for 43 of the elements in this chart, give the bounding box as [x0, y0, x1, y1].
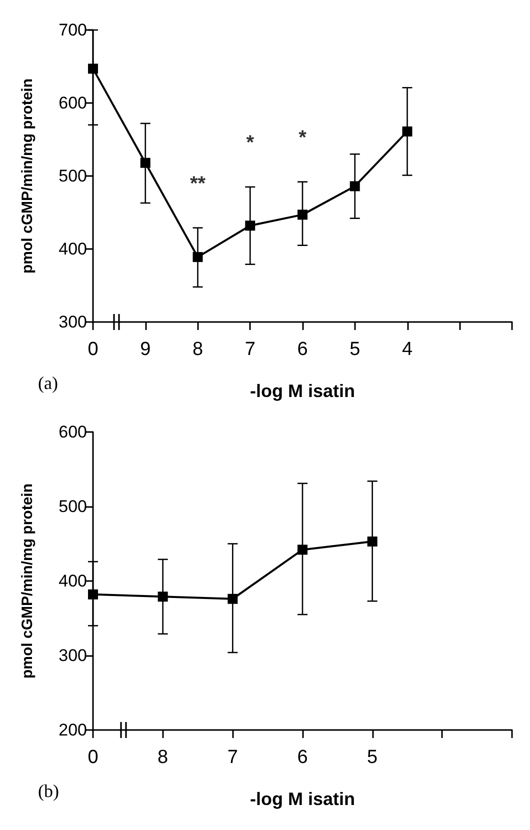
x-tick-label: 4: [402, 339, 413, 360]
x-tick-label: 8: [158, 747, 168, 768]
y-tick-label: 300: [58, 312, 87, 332]
x-tick-label: 8: [192, 339, 204, 360]
y-tick-label: 400: [58, 240, 87, 258]
y-tick-label: 400: [58, 572, 87, 590]
point: [402, 126, 412, 136]
point: [367, 536, 378, 547]
point: [88, 64, 98, 74]
point: [298, 210, 308, 220]
x-tick-label: 0: [88, 747, 98, 768]
annotation: *: [246, 132, 254, 154]
point: [158, 592, 168, 602]
x-tick-label: 5: [350, 339, 360, 360]
y-tick-label: 600: [58, 422, 87, 442]
x-tick-label: 7: [227, 747, 238, 768]
point: [228, 594, 238, 604]
y-axis-title: pmol cGMP/min/mg protein: [19, 78, 36, 274]
x-tick-label: 6: [297, 339, 308, 360]
x-tick-label: 0: [88, 339, 98, 360]
x-tick-label: 5: [367, 747, 378, 768]
point: [192, 252, 203, 262]
text: (b): [38, 781, 59, 801]
annotation: **: [190, 172, 206, 195]
y-tick-label: 500: [58, 166, 87, 186]
x-axis-title: -log M isatin: [250, 381, 355, 401]
y-tick-label: 600: [58, 94, 87, 112]
y-tick-label: 700: [58, 20, 87, 40]
y-tick-label: 300: [58, 646, 87, 665]
point: [245, 220, 256, 231]
text: (a): [38, 373, 58, 393]
y-axis-title: pmol cGMP/min/mg protein: [19, 483, 36, 679]
x-tick-label: 9: [140, 339, 151, 360]
point: [298, 544, 308, 555]
y-tick-label: 200: [58, 720, 87, 740]
annotation: *: [298, 126, 307, 149]
x-tick-label: 7: [244, 339, 256, 360]
x-tick-label: 6: [297, 747, 308, 768]
point: [140, 158, 150, 168]
y-tick-label: 500: [58, 497, 87, 516]
point: [350, 181, 360, 192]
x-axis-title: -log M isatin: [250, 789, 355, 809]
point: [88, 589, 98, 600]
